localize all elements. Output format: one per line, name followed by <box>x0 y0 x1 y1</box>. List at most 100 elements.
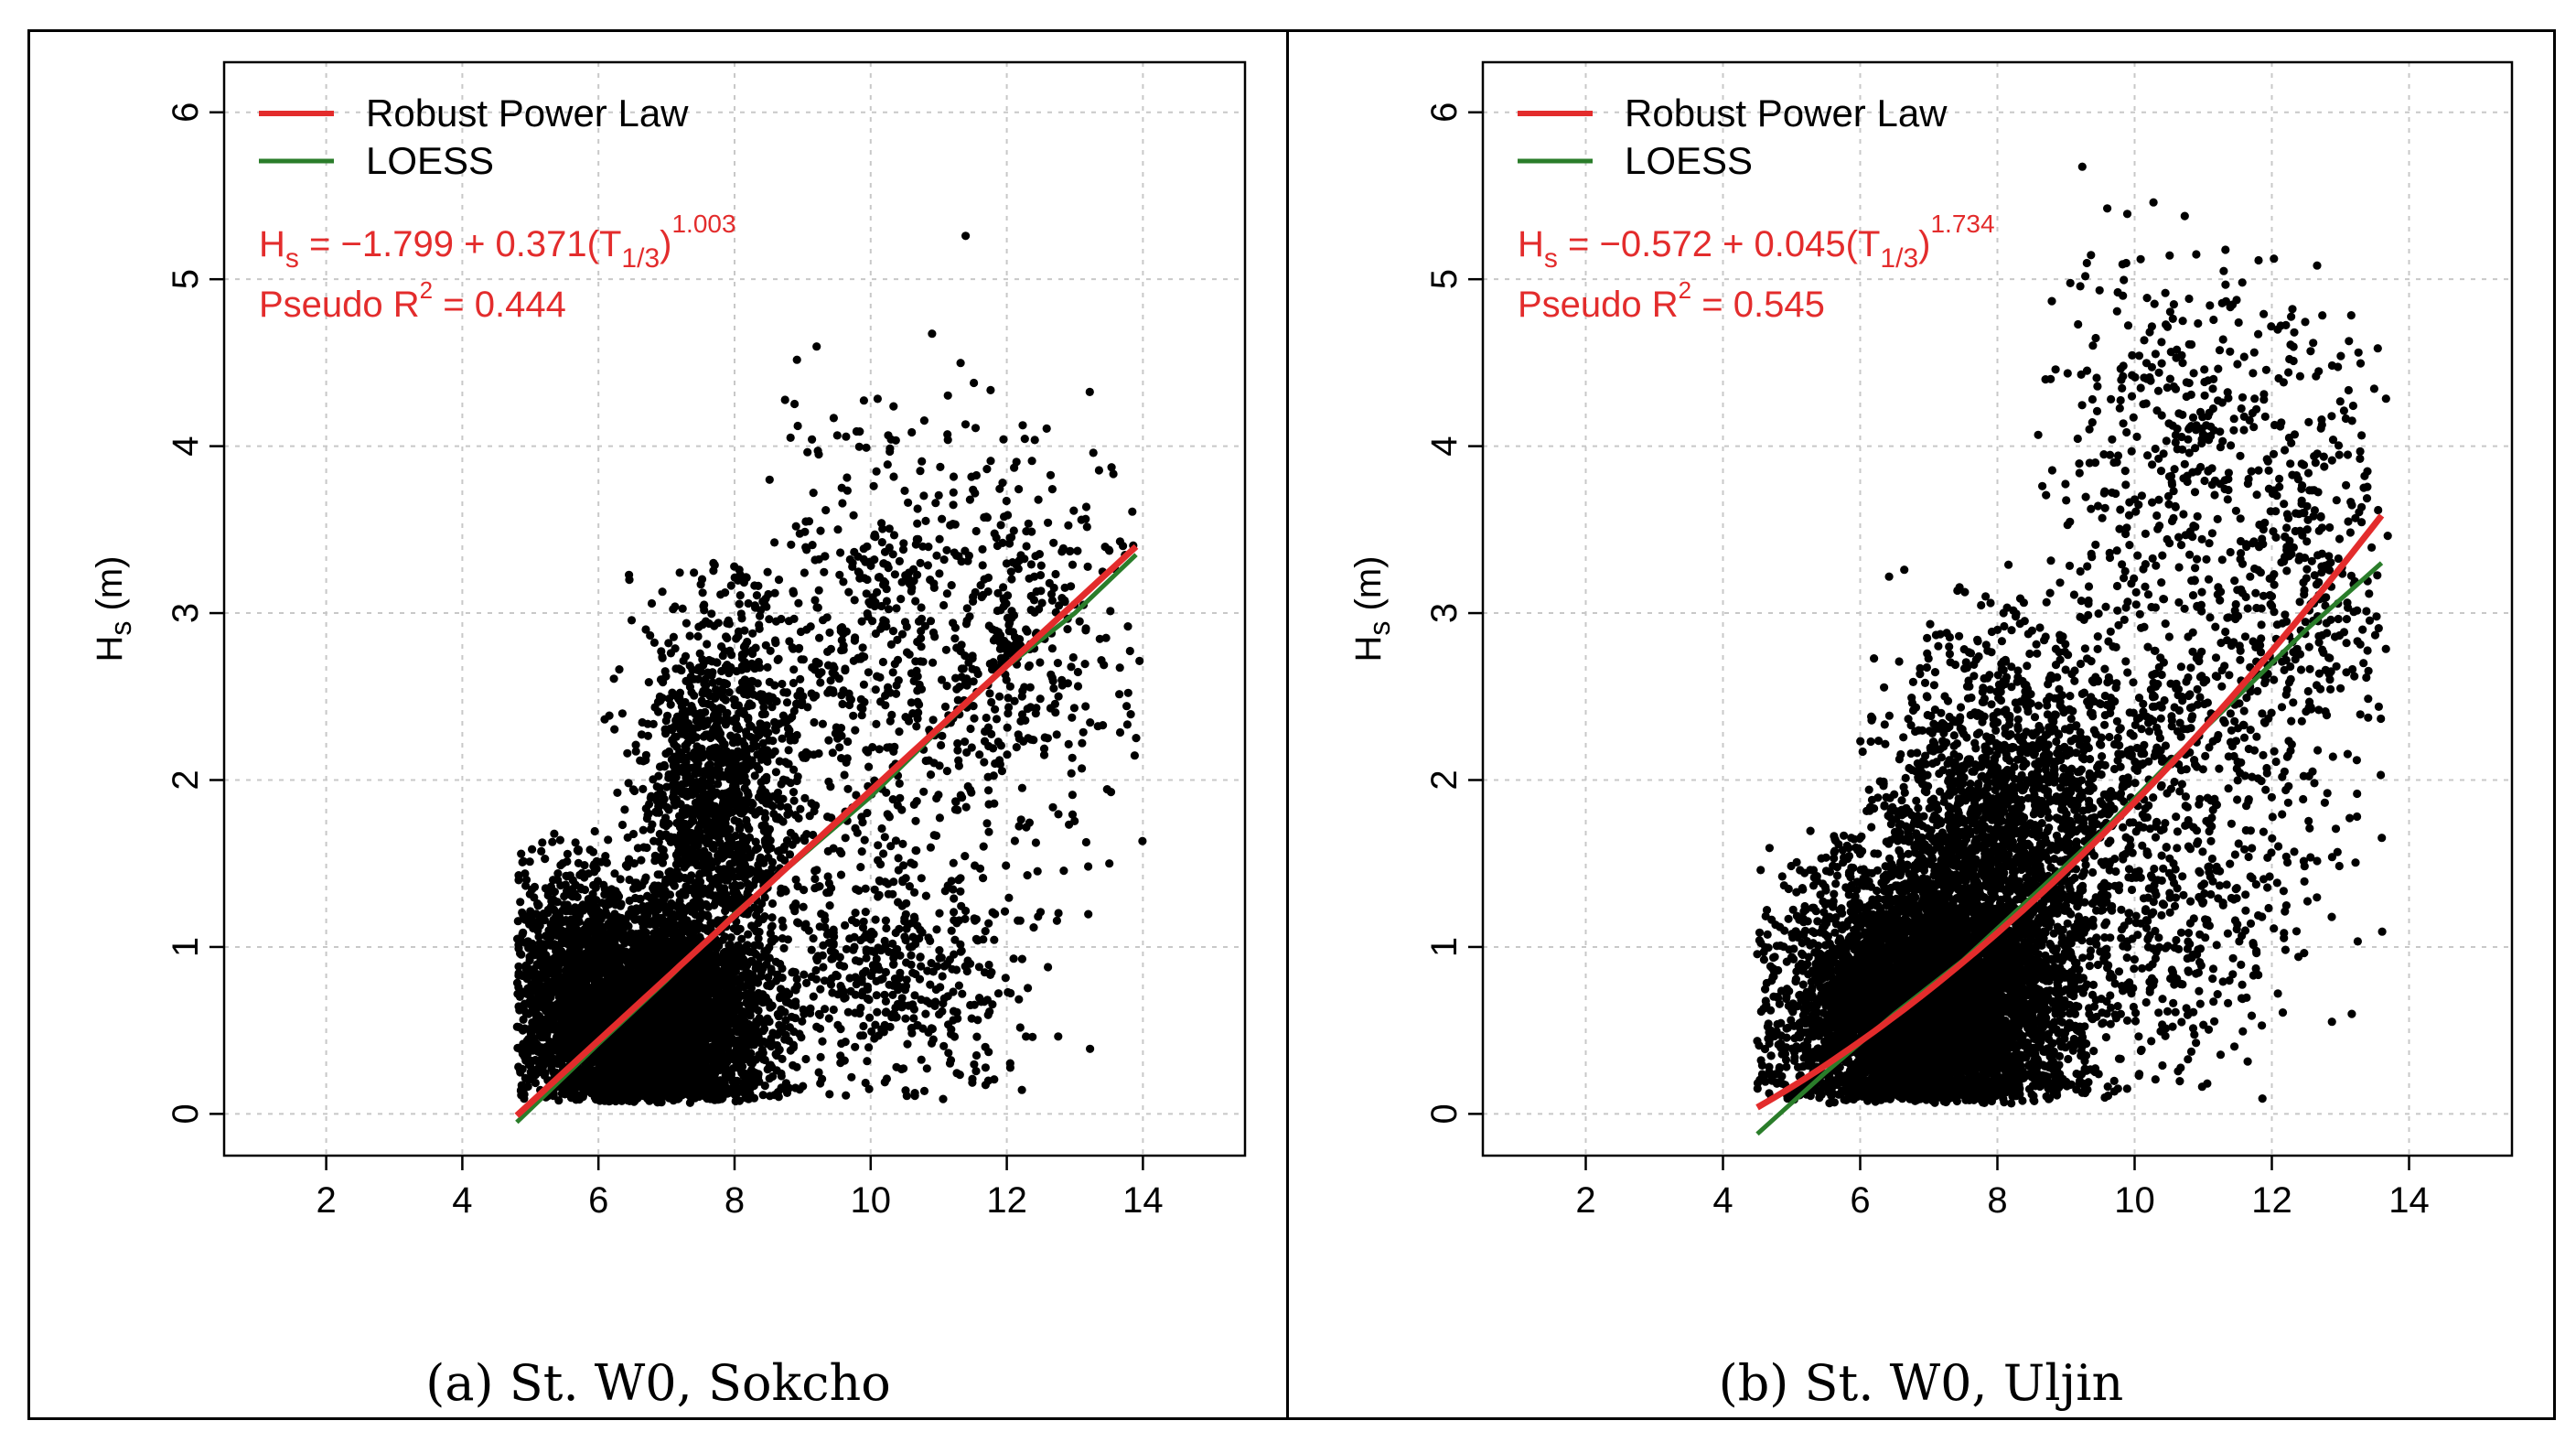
scatter-point <box>731 1026 740 1035</box>
scatter-point <box>724 1052 733 1061</box>
scatter-point <box>691 1077 701 1086</box>
scatter-point <box>760 1055 769 1065</box>
scatter-points <box>512 231 1147 1107</box>
scatter-point <box>814 1068 823 1077</box>
scatter-point <box>730 986 739 996</box>
scatter-point <box>763 1017 772 1026</box>
scatter-point <box>616 875 625 884</box>
scatter-point <box>647 598 657 608</box>
scatter-point <box>707 1042 716 1051</box>
scatter-point <box>782 1088 792 1097</box>
scatter-point <box>719 1037 729 1046</box>
scatter-point <box>666 1081 675 1090</box>
scatter-point <box>689 986 698 996</box>
scatter-point <box>723 1089 732 1098</box>
scatter-point <box>663 925 672 934</box>
scatter-point <box>767 899 778 909</box>
scatter-point <box>735 1061 744 1071</box>
scatter-point <box>668 792 678 802</box>
scatter-point <box>758 1091 767 1100</box>
scatter-point <box>644 678 653 687</box>
scatter-point <box>777 1071 786 1081</box>
scatter-point <box>767 1038 776 1047</box>
scatter-point <box>690 568 699 577</box>
panel-divider <box>1286 29 1289 1420</box>
scatter-point <box>748 1071 757 1080</box>
scatter-point <box>746 1089 755 1099</box>
scatter-point <box>713 1029 722 1039</box>
scatter-point <box>754 934 763 943</box>
scatter-point <box>654 966 664 975</box>
scatter-point <box>702 1062 711 1071</box>
scatter-point <box>735 591 745 600</box>
panel-sokcho: 24681012140123456T1/3 (sec)Hs (m)Robust … <box>30 32 1286 1417</box>
scatter-point <box>744 1082 753 1092</box>
scatter-point <box>672 1001 682 1010</box>
scatter-point <box>711 1087 720 1097</box>
scatter-point <box>747 1059 757 1068</box>
scatter-chart-sokcho: 24681012140123456T1/3 (sec)Hs (m)Robust … <box>90 60 1247 1221</box>
scatter-point <box>663 1066 672 1075</box>
scatter-point <box>738 1031 747 1040</box>
scatter-point <box>705 1079 714 1088</box>
scatter-point <box>671 1048 680 1058</box>
scatter-point <box>651 1079 660 1088</box>
scatter-point <box>685 631 694 640</box>
scatter-point <box>791 875 800 885</box>
scatter-point <box>795 1085 804 1094</box>
scatter-point <box>748 629 757 638</box>
figure-frame <box>27 29 2556 1420</box>
scatter-point <box>801 1054 810 1064</box>
scatter-point <box>755 1077 764 1086</box>
scatter-point <box>721 1023 731 1032</box>
scatter-point <box>683 1049 693 1058</box>
scatter-point <box>674 1008 683 1017</box>
scatter-point <box>664 1023 673 1032</box>
scatter-point <box>694 1092 703 1102</box>
scatter-point <box>727 971 736 980</box>
scatter-point <box>766 1060 776 1070</box>
scatter-point <box>704 1053 714 1062</box>
scatter-point <box>785 1023 795 1032</box>
scatter-point <box>824 1014 833 1023</box>
scatter-point <box>685 1098 695 1107</box>
scatter-point <box>702 1032 711 1041</box>
scatter-point <box>677 1055 686 1064</box>
scatter-point <box>800 970 809 979</box>
scatter-point <box>771 976 781 985</box>
scatter-point <box>779 943 789 953</box>
scatter-point <box>756 1017 766 1027</box>
scatter-point <box>768 1071 778 1082</box>
scatter-point <box>693 631 703 641</box>
scatter-point <box>738 1053 748 1062</box>
scatter-point <box>721 907 730 916</box>
scatter-point <box>678 1091 687 1100</box>
scatter-point <box>658 653 667 662</box>
scatter-point <box>695 958 704 967</box>
scatter-point <box>531 1078 541 1088</box>
scatter-point <box>741 1044 750 1053</box>
scatter-point <box>731 1096 740 1106</box>
scatter-point <box>631 747 640 756</box>
scatter-point <box>712 997 721 1006</box>
scatter-point <box>658 1030 667 1039</box>
scatter-point <box>825 1090 834 1099</box>
scatter-point <box>655 1063 665 1072</box>
scatter-point <box>700 970 710 979</box>
scatter-point <box>717 971 726 980</box>
scatter-point <box>739 983 749 992</box>
scatter-point <box>670 1071 679 1081</box>
scatter-point <box>643 891 652 900</box>
scatter-point <box>840 770 849 780</box>
scatter-point <box>750 1037 759 1047</box>
scatter-point <box>777 1084 786 1093</box>
scatter-point <box>723 1067 732 1076</box>
scatter-point <box>714 1053 724 1062</box>
scatter-point <box>707 609 716 619</box>
scatter-point <box>732 996 741 1006</box>
scatter-point <box>627 616 637 625</box>
scatter-point <box>590 1089 599 1098</box>
scatter-point <box>653 1098 662 1107</box>
scatter-point <box>649 638 660 648</box>
